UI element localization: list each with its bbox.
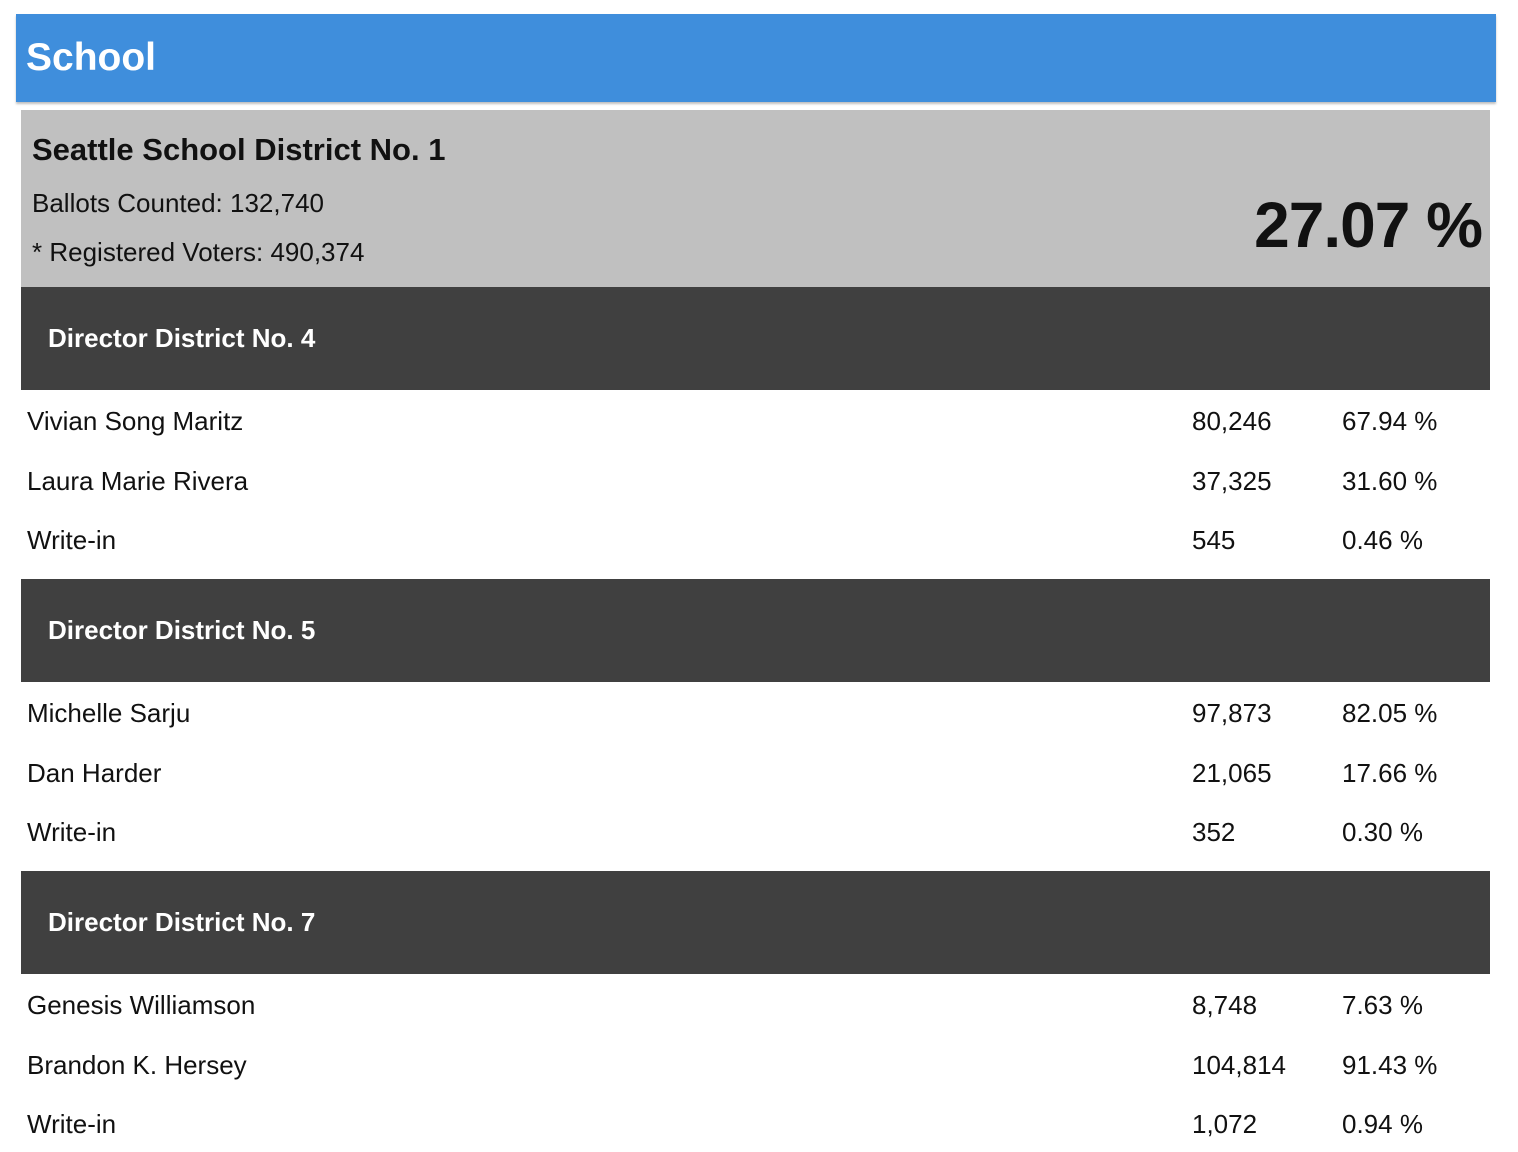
candidate-name: Laura Marie Rivera bbox=[27, 465, 249, 496]
candidate-row: Dan Harder 21,065 17.66 % bbox=[21, 742, 1490, 802]
candidate-row: Vivian Song Maritz 80,246 67.94 % bbox=[21, 390, 1490, 450]
candidate-votes: 21,065 bbox=[1192, 757, 1272, 788]
race-header: Director District No. 5 bbox=[21, 579, 1490, 682]
ballots-counted: Ballots Counted: 132,740 bbox=[32, 188, 324, 218]
turnout-percentage: 27.07 % bbox=[1254, 189, 1483, 261]
candidate-votes: 8,748 bbox=[1192, 990, 1258, 1020]
candidate-percent: 0.46 % bbox=[1342, 525, 1423, 555]
candidate-name: Dan Harder bbox=[27, 757, 162, 788]
candidate-percent: 17.66 % bbox=[1342, 757, 1438, 788]
race-director-district-7: Director District No. 7 Genesis Williams… bbox=[21, 871, 1490, 1152]
race-director-district-5: Director District No. 5 Michelle Sarju 9… bbox=[21, 579, 1490, 861]
race-title: Director District No. 7 bbox=[48, 907, 316, 937]
candidate-row: Michelle Sarju 97,873 82.05 % bbox=[21, 682, 1490, 742]
candidate-votes: 37,325 bbox=[1192, 465, 1272, 496]
candidate-votes: 104,814 bbox=[1192, 1049, 1286, 1080]
candidate-votes: 1,072 bbox=[1192, 1109, 1258, 1139]
candidate-row: Write-in 352 0.30 % bbox=[21, 801, 1490, 861]
candidate-row: Write-in 1,072 0.94 % bbox=[21, 1093, 1490, 1152]
candidate-votes: 352 bbox=[1192, 817, 1236, 847]
registered-voters: * Registered Voters: 490,374 bbox=[32, 237, 365, 267]
candidate-row: Brandon K. Hersey 104,814 91.43 % bbox=[21, 1034, 1490, 1094]
candidate-percent: 67.94 % bbox=[1342, 406, 1438, 436]
section-header: School bbox=[16, 14, 1496, 102]
candidate-row: Laura Marie Rivera 37,325 31.60 % bbox=[21, 450, 1490, 510]
candidate-name: Write-in bbox=[27, 1109, 117, 1139]
race-header: Director District No. 7 bbox=[21, 871, 1490, 974]
candidate-name: Genesis Williamson bbox=[27, 990, 256, 1020]
candidate-row: Write-in 545 0.46 % bbox=[21, 509, 1490, 569]
candidate-name: Brandon K. Hersey bbox=[27, 1049, 247, 1080]
candidate-percent: 91.43 % bbox=[1342, 1049, 1438, 1080]
candidate-name: Michelle Sarju bbox=[27, 698, 191, 728]
district-name: Seattle School District No. 1 bbox=[32, 132, 446, 167]
candidate-percent: 0.30 % bbox=[1342, 817, 1423, 847]
candidate-row: Genesis Williamson 8,748 7.63 % bbox=[21, 974, 1490, 1034]
race-director-district-4: Director District No. 4 Vivian Song Mari… bbox=[21, 287, 1490, 569]
candidate-votes: 545 bbox=[1192, 525, 1236, 555]
district-summary: Seattle School District No. 1 Ballots Co… bbox=[21, 110, 1490, 287]
candidate-percent: 0.94 % bbox=[1342, 1109, 1423, 1139]
candidate-votes: 97,873 bbox=[1192, 698, 1272, 728]
candidate-percent: 7.63 % bbox=[1342, 990, 1423, 1020]
candidate-name: Write-in bbox=[27, 525, 117, 555]
candidate-percent: 82.05 % bbox=[1342, 698, 1438, 728]
section-title: School bbox=[26, 36, 157, 79]
candidate-votes: 80,246 bbox=[1192, 406, 1272, 436]
candidate-name: Vivian Song Maritz bbox=[27, 406, 244, 436]
race-header: Director District No. 4 bbox=[21, 287, 1490, 390]
candidate-name: Write-in bbox=[27, 817, 117, 847]
race-title: Director District No. 5 bbox=[48, 615, 316, 645]
candidate-percent: 31.60 % bbox=[1342, 465, 1438, 496]
race-title: Director District No. 4 bbox=[48, 323, 316, 353]
